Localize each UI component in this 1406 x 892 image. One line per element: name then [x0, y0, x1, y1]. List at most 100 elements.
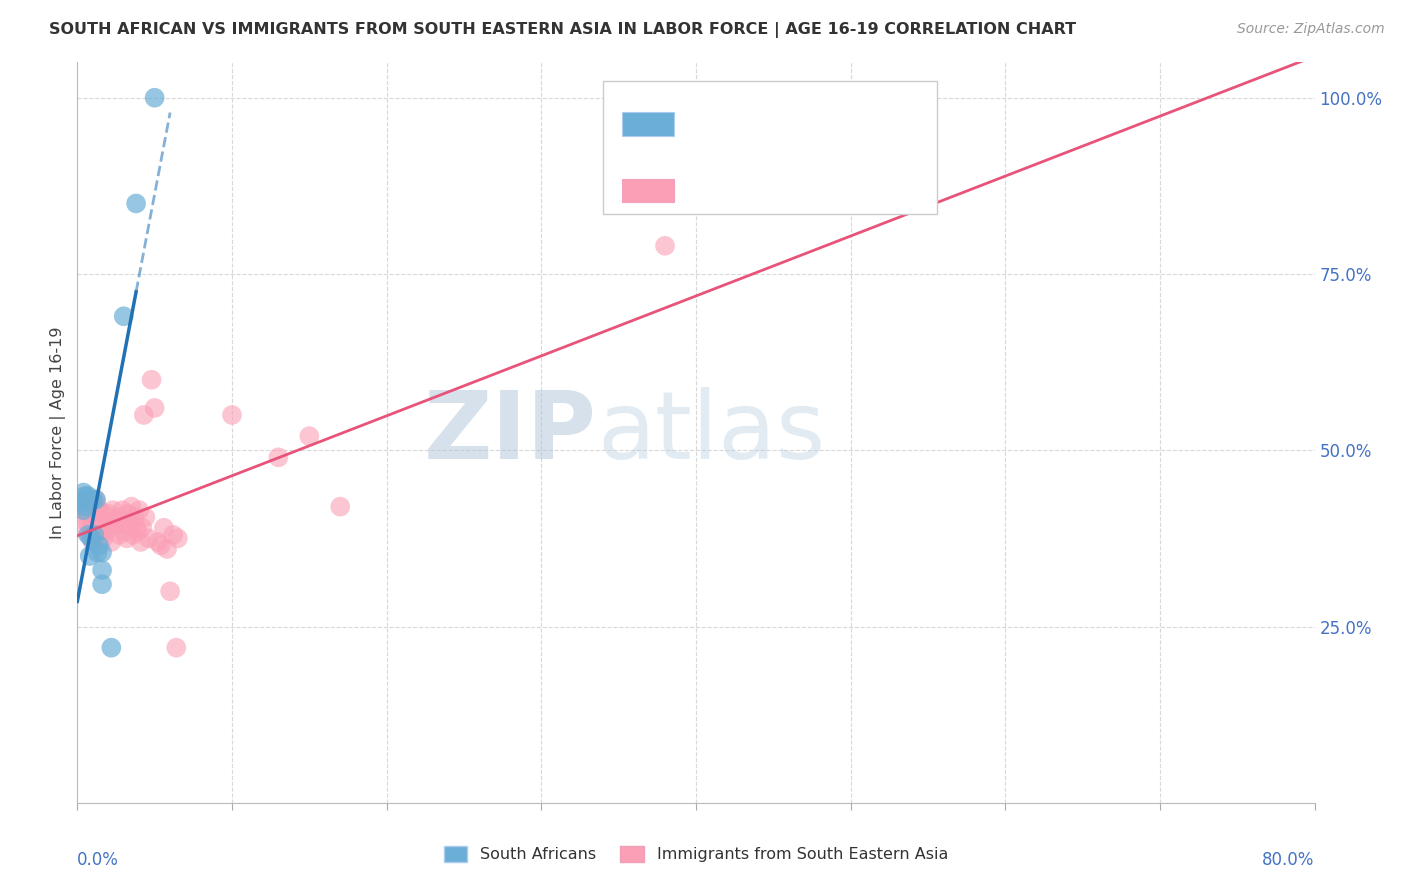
- Point: [115, 532, 138, 546]
- Point: [129, 535, 152, 549]
- Point: [298, 429, 321, 443]
- Point: [87, 503, 110, 517]
- Text: R =  0.698: R = 0.698: [683, 115, 780, 133]
- Point: [125, 196, 148, 211]
- Point: [77, 489, 100, 503]
- Point: [77, 507, 100, 521]
- Point: [100, 640, 122, 655]
- Point: [100, 535, 122, 549]
- Legend: South Africans, Immigrants from South Eastern Asia: South Africans, Immigrants from South Ea…: [437, 839, 955, 869]
- Point: [162, 528, 184, 542]
- Point: [159, 584, 181, 599]
- Point: [72, 507, 94, 521]
- Point: [91, 577, 114, 591]
- Point: [112, 524, 135, 539]
- Point: [141, 373, 163, 387]
- Point: [86, 521, 108, 535]
- Y-axis label: In Labor Force | Age 16-19: In Labor Force | Age 16-19: [51, 326, 66, 539]
- Point: [98, 517, 121, 532]
- Point: [79, 503, 101, 517]
- Point: [110, 517, 132, 532]
- Point: [156, 541, 179, 556]
- Point: [112, 310, 135, 324]
- Point: [91, 563, 114, 577]
- Text: ZIP: ZIP: [425, 386, 598, 479]
- Point: [80, 532, 103, 546]
- Point: [86, 545, 108, 559]
- Point: [79, 549, 101, 563]
- Point: [84, 528, 107, 542]
- Point: [93, 507, 115, 521]
- Point: [134, 510, 156, 524]
- Point: [143, 91, 166, 105]
- Point: [83, 510, 105, 524]
- Point: [103, 514, 125, 528]
- FancyBboxPatch shape: [603, 81, 938, 214]
- Point: [76, 524, 98, 539]
- Point: [108, 528, 131, 542]
- Point: [128, 503, 150, 517]
- Point: [91, 545, 114, 559]
- Point: [146, 535, 169, 549]
- Point: [72, 485, 94, 500]
- Point: [165, 640, 187, 655]
- Point: [127, 524, 149, 539]
- Point: [121, 500, 143, 514]
- Point: [267, 450, 290, 465]
- Point: [131, 521, 153, 535]
- Point: [75, 503, 96, 517]
- Point: [84, 492, 107, 507]
- Point: [70, 496, 93, 510]
- Point: [91, 524, 114, 539]
- Text: Source: ZipAtlas.com: Source: ZipAtlas.com: [1237, 22, 1385, 37]
- Point: [107, 510, 129, 524]
- Point: [101, 503, 124, 517]
- Point: [75, 489, 96, 503]
- Point: [72, 503, 94, 517]
- Point: [96, 524, 118, 539]
- Point: [77, 528, 100, 542]
- Point: [72, 500, 94, 514]
- Point: [87, 538, 110, 552]
- Text: N = 68: N = 68: [804, 182, 866, 200]
- Point: [167, 532, 190, 546]
- Point: [76, 492, 98, 507]
- Point: [84, 492, 107, 507]
- Text: 0.0%: 0.0%: [77, 851, 120, 869]
- Point: [132, 408, 155, 422]
- Point: [118, 517, 141, 532]
- Point: [111, 503, 134, 517]
- Point: [86, 500, 108, 514]
- Point: [80, 500, 103, 514]
- Point: [77, 517, 100, 532]
- Point: [93, 532, 115, 546]
- Point: [125, 521, 148, 535]
- Text: R = -0.009: R = -0.009: [683, 182, 782, 200]
- Point: [82, 535, 104, 549]
- Point: [90, 514, 111, 528]
- Point: [75, 500, 96, 514]
- Point: [153, 521, 176, 535]
- Point: [83, 528, 105, 542]
- FancyBboxPatch shape: [621, 112, 673, 136]
- Point: [105, 517, 127, 532]
- Point: [122, 528, 145, 542]
- Point: [114, 514, 136, 528]
- Point: [221, 408, 243, 422]
- Point: [124, 510, 146, 524]
- Point: [79, 528, 101, 542]
- Point: [80, 507, 103, 521]
- Point: [143, 401, 166, 415]
- FancyBboxPatch shape: [621, 178, 673, 202]
- Point: [138, 532, 160, 546]
- Text: 80.0%: 80.0%: [1263, 851, 1315, 869]
- Point: [117, 507, 139, 521]
- Point: [329, 500, 352, 514]
- Point: [94, 521, 117, 535]
- Point: [654, 239, 676, 253]
- Point: [75, 489, 96, 503]
- Text: SOUTH AFRICAN VS IMMIGRANTS FROM SOUTH EASTERN ASIA IN LABOR FORCE | AGE 16-19 C: SOUTH AFRICAN VS IMMIGRANTS FROM SOUTH E…: [49, 22, 1077, 38]
- Point: [97, 507, 120, 521]
- Text: N = 21: N = 21: [804, 115, 866, 133]
- Point: [82, 517, 104, 532]
